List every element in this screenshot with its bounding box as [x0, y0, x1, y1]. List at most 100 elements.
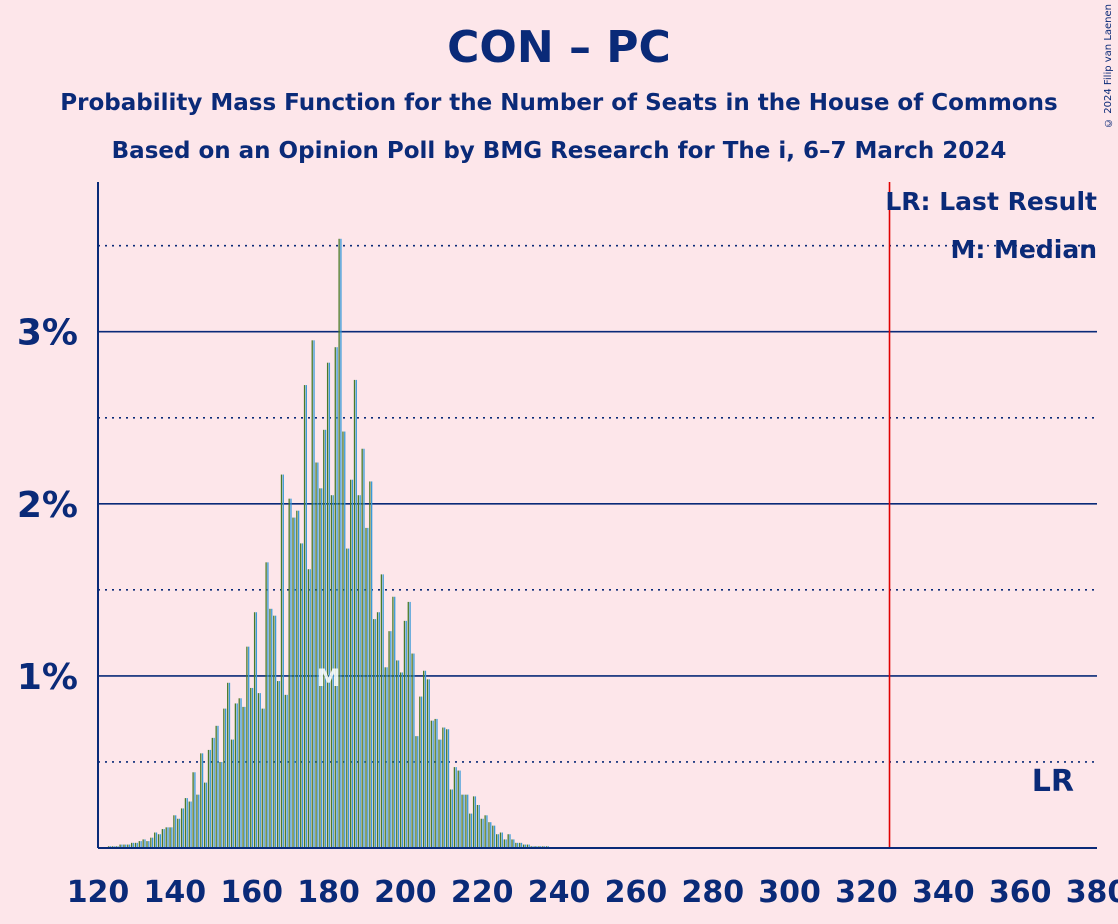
bar-green — [430, 720, 432, 848]
bar-blue — [394, 596, 396, 848]
bar-green — [123, 844, 125, 848]
bar-blue — [497, 834, 500, 848]
bar-blue — [271, 608, 273, 848]
bar-green — [269, 608, 271, 848]
bar-blue — [144, 839, 146, 848]
bar-blue — [255, 612, 258, 848]
bar-green — [476, 804, 479, 848]
bar-blue — [321, 488, 323, 848]
bar-blue — [232, 739, 234, 848]
bar-green — [399, 672, 402, 848]
bar-green — [127, 844, 129, 848]
bar-green — [365, 527, 367, 848]
bar-blue — [513, 839, 515, 848]
bar-green — [453, 767, 456, 848]
bar-blue — [313, 340, 315, 848]
bar-blue — [524, 844, 526, 848]
bar-blue — [244, 706, 246, 848]
bar-green — [449, 789, 452, 848]
bar-blue — [278, 681, 281, 848]
bar-blue — [298, 510, 300, 848]
bar-green — [411, 653, 413, 848]
bar-green — [273, 615, 275, 848]
bar-blue — [194, 772, 196, 848]
bar-green — [146, 841, 148, 848]
bar-green — [219, 761, 221, 848]
bar-blue — [290, 498, 292, 848]
bar-green — [142, 839, 144, 848]
bar-blue — [236, 703, 238, 848]
bar-blue — [467, 794, 469, 848]
x-tick-label: 300 — [758, 875, 821, 910]
bar-green — [296, 510, 298, 848]
bar-blue — [328, 362, 331, 848]
bar-blue — [340, 238, 342, 848]
bar-green — [469, 813, 471, 848]
bar-blue — [459, 770, 461, 848]
bar-green — [242, 706, 244, 848]
bar-green — [434, 718, 436, 848]
median-marker: M — [317, 664, 341, 692]
bar-blue — [286, 694, 288, 848]
bar-blue — [420, 696, 423, 848]
bar-blue — [517, 842, 519, 848]
bar-green — [311, 340, 313, 848]
bar-blue — [155, 832, 158, 848]
bar-green — [522, 844, 525, 848]
y-tick-label: 3% — [17, 313, 78, 354]
bar-green — [484, 815, 486, 848]
bar-blue — [332, 495, 334, 848]
bar-blue — [444, 727, 446, 848]
bar-green — [200, 753, 202, 848]
bar-green — [165, 827, 167, 848]
bar-green — [507, 834, 509, 848]
bar-blue — [390, 631, 392, 848]
bar-green — [342, 431, 344, 848]
bar-green — [257, 693, 260, 848]
bar-green — [215, 725, 217, 848]
bar-green — [319, 488, 321, 848]
bar-green — [130, 842, 133, 848]
bar-green — [157, 834, 160, 848]
bar-green — [438, 739, 440, 848]
bar-blue — [198, 794, 200, 848]
bar-green — [349, 479, 352, 848]
bar-blue — [121, 844, 123, 848]
bar-blue — [186, 798, 188, 848]
bar-green — [300, 543, 302, 848]
bar-blue — [424, 670, 427, 848]
bar-green — [261, 708, 263, 848]
bar-green — [234, 703, 237, 848]
chart-title: CON – PC — [447, 22, 671, 73]
bar-blue — [209, 749, 211, 848]
bar-blue — [351, 479, 354, 848]
bar-green — [134, 842, 137, 848]
legend-item: M: Median — [950, 235, 1097, 264]
bar-green — [280, 474, 283, 848]
bar-green — [515, 842, 517, 848]
bar-green — [138, 841, 140, 848]
bar-green — [338, 238, 340, 848]
bar-green — [396, 660, 398, 848]
bar-blue — [228, 682, 231, 848]
y-tick-label: 2% — [17, 485, 78, 526]
bar-blue — [367, 527, 369, 848]
bar-blue — [501, 832, 503, 848]
bar-blue — [136, 842, 138, 848]
bar-green — [315, 462, 317, 848]
bar-blue — [432, 720, 434, 848]
bar-green — [442, 727, 444, 848]
x-tick-label: 120 — [67, 875, 130, 910]
x-tick-label: 320 — [835, 875, 898, 910]
bar-blue — [474, 796, 477, 848]
bar-green — [323, 429, 325, 848]
bar-blue — [397, 660, 400, 848]
x-tick-label: 240 — [528, 875, 591, 910]
bar-blue — [470, 813, 473, 848]
bar-blue — [175, 815, 177, 848]
x-tick-label: 340 — [912, 875, 975, 910]
bar-green — [465, 794, 467, 848]
bar-green — [353, 379, 356, 848]
